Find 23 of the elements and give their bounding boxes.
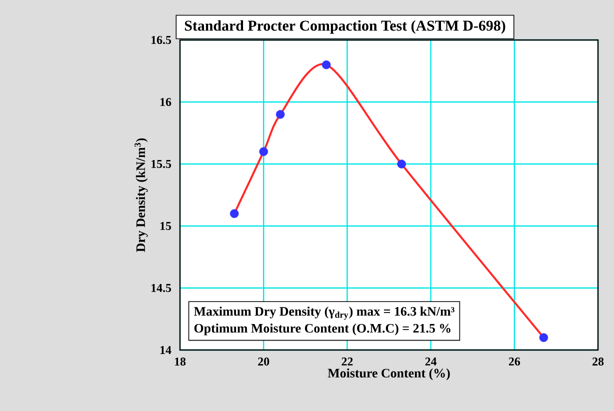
x-tick-label: 28: [592, 358, 604, 366]
point: [259, 147, 268, 156]
x-tick-label: 26: [508, 358, 520, 366]
y-axis-title: Dry Density (kN/m$^{3}$): [134, 138, 148, 252]
y-tick-label: 15.5: [152, 160, 172, 168]
x-tick-label: 22: [342, 358, 353, 366]
x-axis-title: Moisture Content (%): [328, 368, 450, 380]
annotation: Maximum Dry Density (γ$_{dry}$) max = 16.3 kN/m³: [194, 306, 454, 320]
y-tick-label: 16.5: [152, 36, 172, 44]
y-tick-label: 14: [160, 346, 172, 354]
y-tick-label: 15: [160, 222, 172, 230]
x-tick-label: 24: [425, 358, 437, 366]
x-tick-label: 18: [174, 358, 186, 366]
x-tick-label: 20: [258, 358, 270, 366]
point: [539, 333, 548, 342]
point: [230, 209, 239, 218]
chart-title: Standard Procter Compaction Test (ASTM D-698): [184, 20, 506, 34]
y-tick-label: 14.5: [152, 284, 172, 292]
point: [322, 60, 331, 70]
annotation: Optimum Moisture Content (O.M.C) = 21.5 %: [194, 324, 450, 336]
point: [276, 110, 285, 119]
point: [397, 160, 406, 168]
y-tick-label: 16: [160, 98, 172, 106]
